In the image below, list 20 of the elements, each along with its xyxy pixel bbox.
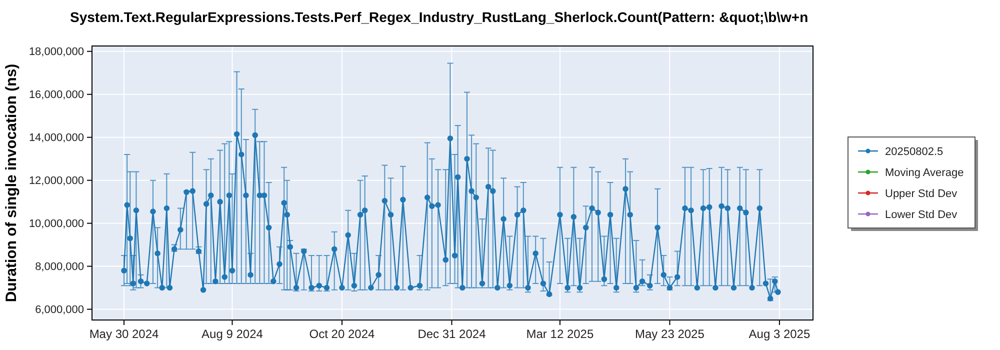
legend-label: Lower Std Dev: [885, 208, 958, 221]
y-tick-label: 18,000,000: [28, 46, 84, 58]
y-axis-title: Duration of single invocation (ns): [3, 64, 20, 302]
x-tick-label: Oct 20 2024: [309, 327, 375, 341]
chart-title: System.Text.RegularExpressions.Tests.Perf_Regex_Industry_RustLang_Sherlock.Count(Pattern: &quot;\b\w+n: [70, 9, 808, 25]
y-tick-label: 6,000,000: [35, 304, 84, 316]
y-tick-label: 12,000,000: [28, 175, 84, 188]
y-tick-label: 14,000,000: [28, 132, 84, 144]
legend-label: 20250802.5: [885, 146, 944, 158]
y-tick-label: 16,000,000: [28, 89, 84, 102]
x-tick-label: Aug 9 2024: [202, 327, 264, 341]
y-tick-label: 8,000,000: [35, 261, 84, 274]
x-tick-label: May 23 2025: [635, 327, 705, 341]
x-tick-label: Aug 3 2025: [748, 327, 810, 341]
x-tick-label: Dec 31 2024: [418, 327, 486, 341]
legend-label: Moving Average: [885, 166, 964, 179]
x-tick-label: Mar 12 2025: [526, 327, 594, 341]
x-tick-label: May 30 2024: [89, 327, 160, 341]
y-tick-label: 10,000,000: [28, 218, 84, 230]
legend-label: Upper Std Dev: [885, 188, 958, 200]
